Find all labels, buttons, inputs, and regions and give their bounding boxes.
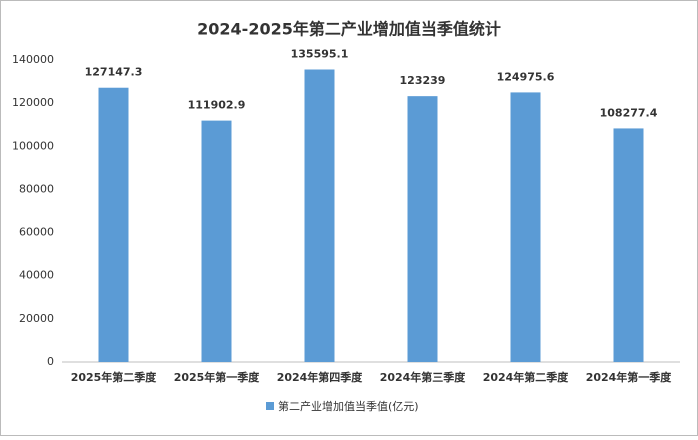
y-tick-label: 80000 — [19, 182, 54, 195]
value-label: 123239 — [400, 74, 446, 87]
x-tick-label: 2024年第一季度 — [586, 370, 673, 384]
x-tick-label: 2024年第四季度 — [277, 370, 364, 384]
x-tick-label: 2025年第一季度 — [174, 370, 261, 384]
value-label: 135595.1 — [291, 48, 349, 61]
value-label: 108277.4 — [600, 106, 658, 119]
legend-label: 第二产业增加值当季值(亿元) — [278, 399, 419, 413]
y-tick-label: 60000 — [19, 226, 54, 239]
value-label: 127147.3 — [85, 66, 143, 79]
y-tick-label: 20000 — [19, 312, 54, 325]
y-tick-label: 120000 — [12, 96, 54, 109]
x-tick-label: 2024年第二季度 — [483, 370, 570, 384]
bar — [304, 69, 335, 362]
value-label: 124975.6 — [497, 70, 555, 83]
bar — [510, 92, 541, 362]
legend-swatch — [266, 402, 274, 410]
bar — [407, 96, 438, 362]
x-tick-label: 2025年第二季度 — [71, 370, 158, 384]
y-tick-label: 100000 — [12, 139, 54, 152]
y-tick-label: 40000 — [19, 269, 54, 282]
bar — [201, 120, 232, 362]
chart-title: 2024-2025年第二产业增加值当季值统计 — [197, 20, 501, 39]
bar — [613, 128, 644, 362]
y-tick-label: 0 — [47, 355, 54, 368]
value-label: 111902.9 — [188, 99, 246, 112]
x-tick-label: 2024年第三季度 — [380, 370, 467, 384]
y-tick-label: 140000 — [12, 53, 54, 66]
bar — [98, 87, 129, 363]
